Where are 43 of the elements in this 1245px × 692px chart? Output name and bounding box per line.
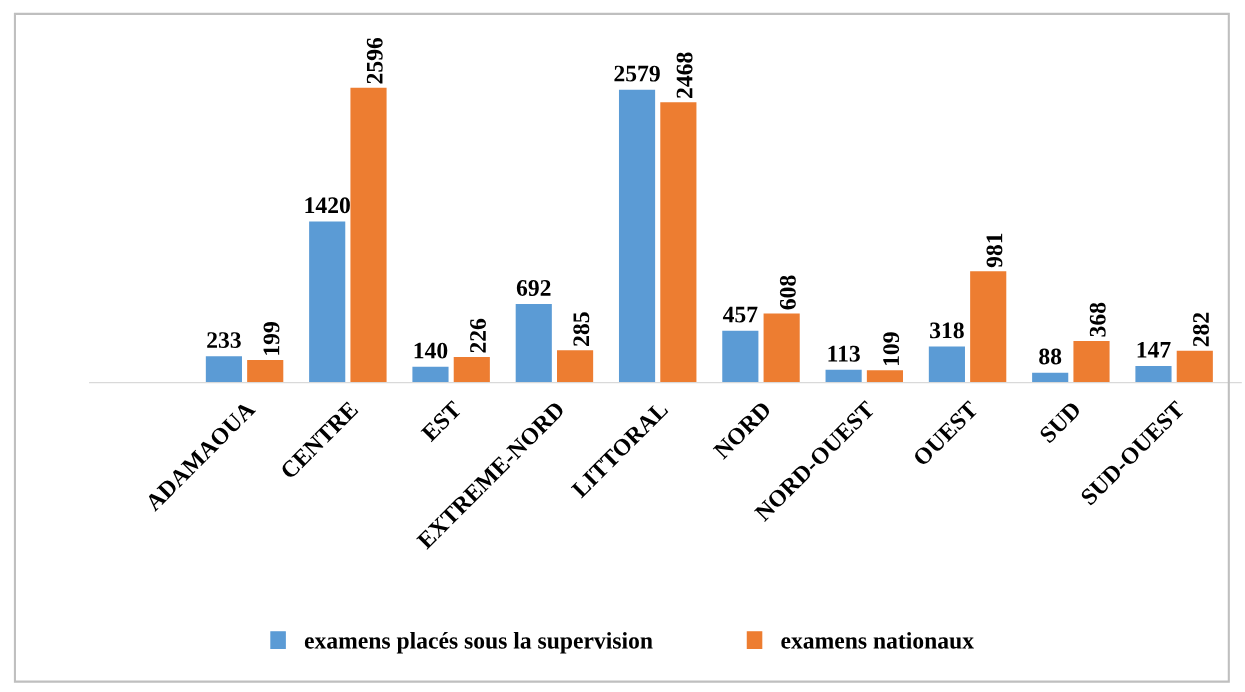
legend-label: examens placés sous la supervision bbox=[304, 632, 653, 654]
bar bbox=[453, 357, 490, 383]
bar bbox=[825, 369, 862, 383]
bar bbox=[1032, 372, 1069, 383]
bar bbox=[928, 346, 965, 383]
x-tick-label: SUD bbox=[1038, 400, 1082, 444]
data-label: 318 bbox=[930, 322, 964, 339]
data-label: 109 bbox=[883, 332, 900, 365]
data-label: 608 bbox=[779, 275, 796, 310]
bar bbox=[1176, 350, 1213, 383]
bar bbox=[1073, 340, 1110, 383]
data-label: 2579 bbox=[614, 65, 660, 82]
data-label: 199 bbox=[263, 322, 280, 355]
bar bbox=[866, 370, 904, 383]
legend-label: examens nationaux bbox=[781, 632, 974, 649]
data-label: 147 bbox=[1137, 341, 1171, 358]
bar bbox=[247, 360, 284, 383]
data-label: 233 bbox=[207, 332, 241, 349]
bar bbox=[970, 271, 1007, 383]
bar bbox=[1135, 365, 1172, 383]
data-label: 226 bbox=[470, 318, 486, 353]
data-label: 140 bbox=[414, 342, 448, 359]
bar bbox=[660, 102, 697, 383]
bar bbox=[557, 350, 594, 383]
data-label: 981 bbox=[986, 233, 1003, 268]
bar bbox=[515, 304, 552, 383]
data-label: 282 bbox=[1193, 312, 1209, 347]
bar bbox=[722, 330, 759, 383]
data-label: 692 bbox=[516, 280, 551, 296]
bar bbox=[763, 313, 800, 383]
data-label: 1420 bbox=[305, 197, 350, 214]
bar bbox=[205, 356, 242, 383]
data-label: 285 bbox=[573, 312, 590, 346]
data-label: 457 bbox=[722, 306, 758, 323]
bar bbox=[350, 87, 387, 383]
data-label: 2468 bbox=[676, 52, 693, 98]
bar bbox=[412, 366, 449, 383]
data-label: 88 bbox=[1039, 348, 1062, 365]
data-label: 368 bbox=[1089, 302, 1106, 337]
data-label: 2596 bbox=[366, 37, 383, 84]
bar bbox=[309, 221, 346, 383]
data-label: 113 bbox=[828, 345, 860, 362]
bar bbox=[618, 89, 656, 383]
